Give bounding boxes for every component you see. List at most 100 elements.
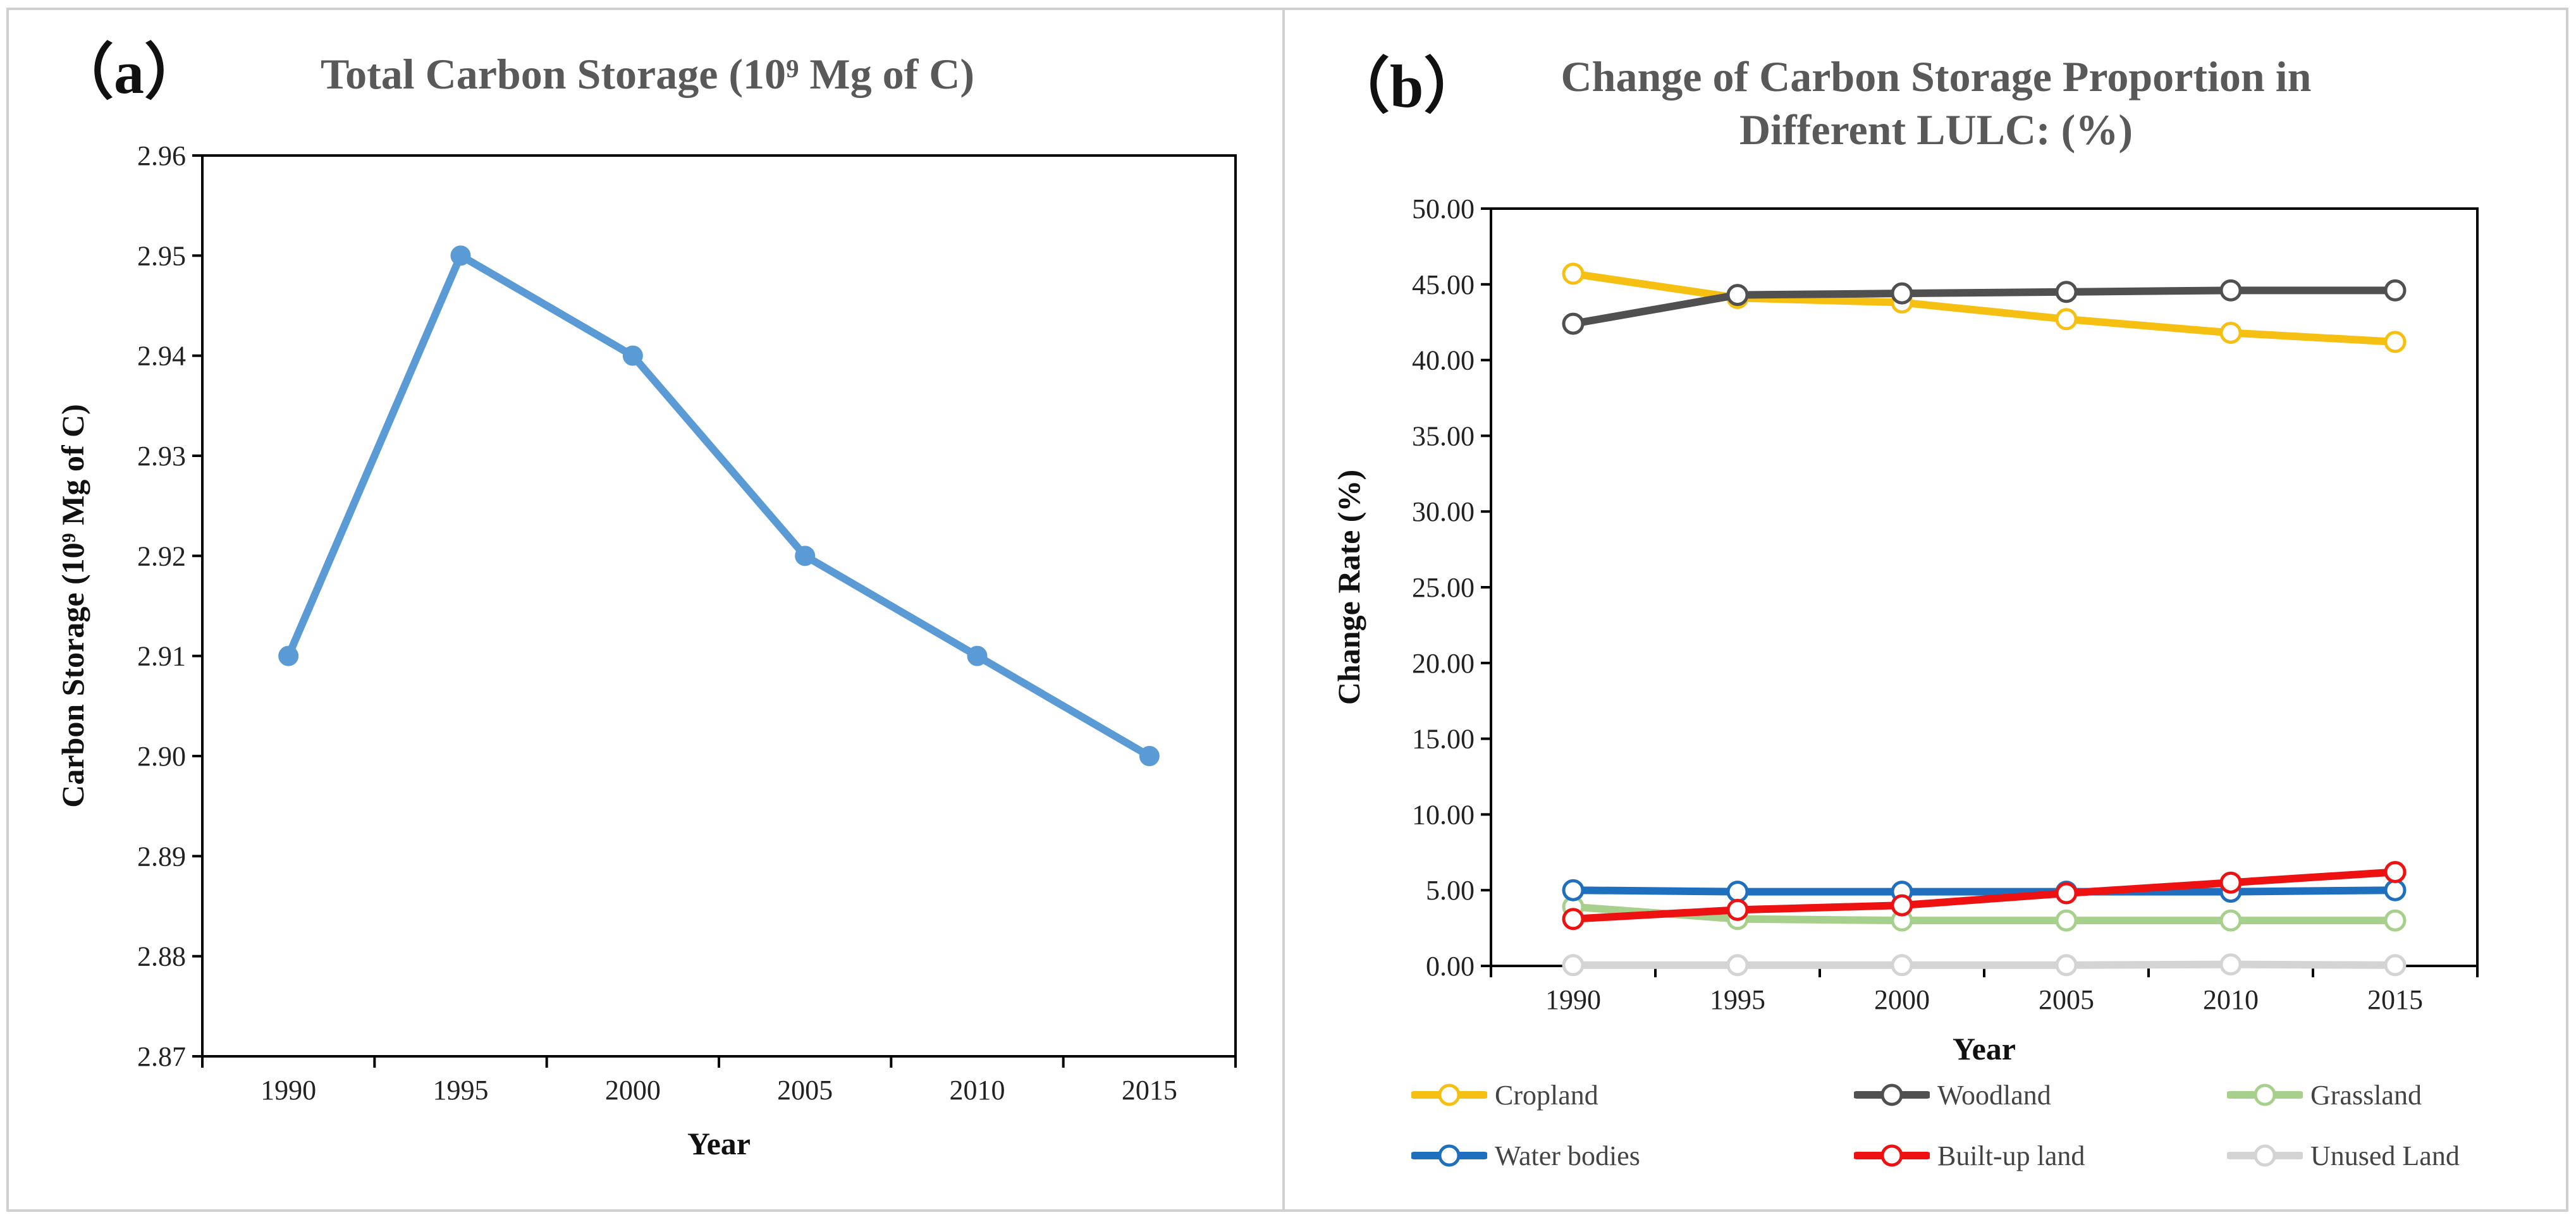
data-point-cropland <box>2219 321 2242 344</box>
data-point-unused-land <box>2219 953 2242 976</box>
series-line-built-up-land <box>1569 868 2399 923</box>
x-tick-label: 2000 <box>605 1075 661 1106</box>
panel-b: （b） Change of Carbon Storage Proportion … <box>1282 8 2568 1212</box>
y-tick-label: 2.88 <box>137 941 186 972</box>
series-line-grassland <box>1569 903 2399 925</box>
data-point-total-carbon-storage <box>278 645 299 666</box>
data-point-total-carbon-storage <box>622 345 643 366</box>
data-point-woodland <box>1891 282 1913 305</box>
data-point-unused-land <box>2384 954 2407 977</box>
series-line-total-carbon-storage <box>285 252 1153 760</box>
x-tick-label: 1995 <box>433 1075 489 1106</box>
data-point-cropland <box>2055 308 2078 331</box>
legend-item-water-bodies: Water bodies <box>1411 1137 1640 1175</box>
data-point-built-up-land <box>2219 871 2242 894</box>
data-point-unused-land <box>1562 954 1585 977</box>
data-point-cropland <box>1562 262 1585 285</box>
y-tick-label: 2.91 <box>137 641 186 672</box>
y-tick-label: 2.94 <box>137 341 186 372</box>
y-tick-label: 2.93 <box>137 441 186 472</box>
y-tick-label: 15.00 <box>1412 724 1475 755</box>
data-point-unused-land <box>2055 954 2078 977</box>
y-tick-label: 40.00 <box>1412 345 1475 376</box>
panel-a-label: （a） <box>53 39 205 106</box>
legend-label-unused-land: Unused Land <box>2310 1140 2460 1171</box>
legend-item-unused-land: Unused Land <box>2227 1137 2460 1175</box>
panel-a-title: Total Carbon Storage (10⁹ Mg of C) <box>320 50 974 98</box>
legend-swatch-woodland <box>1854 1084 1930 1106</box>
y-tick-label: 5.00 <box>1426 875 1475 906</box>
series-line-cropland <box>1569 270 2399 346</box>
legend-label-built-up-land: Built-up land <box>1937 1140 2085 1171</box>
y-tick-label: 45.00 <box>1412 269 1475 300</box>
data-point-total-carbon-storage <box>1139 746 1160 766</box>
data-point-woodland <box>1726 284 1749 307</box>
x-tick-label: 2015 <box>1122 1075 1177 1106</box>
y-tick-label: 50.00 <box>1412 193 1475 224</box>
y-tick-label: 2.96 <box>137 140 186 171</box>
data-point-built-up-land <box>2055 882 2078 905</box>
data-point-built-up-land <box>1726 898 1749 921</box>
data-point-built-up-land <box>1891 894 1913 917</box>
data-point-total-carbon-storage <box>967 645 988 666</box>
x-tick-label: 1990 <box>261 1075 316 1106</box>
x-tick-label: 2010 <box>950 1075 1005 1106</box>
data-point-woodland <box>2219 279 2242 302</box>
panel-b-title-line2: Different LULC: (%) <box>1739 106 2133 154</box>
panel-a: （a） Total Carbon Storage (10⁹ Mg of C) 2… <box>6 8 1286 1212</box>
y-tick-label: 35.00 <box>1412 420 1475 451</box>
data-point-grassland <box>2384 909 2407 932</box>
y-tick-label: 2.92 <box>137 540 186 571</box>
y-tick-label: 0.00 <box>1426 951 1475 982</box>
x-tick-label: 2010 <box>2203 984 2259 1015</box>
x-tick-label: 2015 <box>2367 984 2423 1015</box>
legend-label-cropland: Cropland <box>1495 1079 1598 1111</box>
legend-label-grassland: Grassland <box>2310 1079 2422 1111</box>
legend-item-grassland: Grassland <box>2227 1076 2422 1114</box>
data-point-built-up-land <box>1562 908 1585 931</box>
y-tick-label: 2.95 <box>137 240 186 271</box>
panel-b-legend: Cropland Woodland Grassland Water bodies Bui… <box>1285 10 2566 1209</box>
data-point-unused-land <box>1726 954 1749 977</box>
series-line-woodland <box>1569 286 2399 328</box>
panel-b-label: （b） <box>1329 52 1485 120</box>
y-tick-label: 25.00 <box>1412 572 1475 603</box>
x-axis-title: Year <box>1953 1031 2016 1066</box>
y-tick-label: 2.89 <box>137 841 186 872</box>
data-point-woodland <box>2055 281 2078 303</box>
panel-b-chart: 0.00 5.00 10.00 15.00 20.00 25.00 30.00 35.00 40… <box>1331 193 2479 1066</box>
y-tick-label: 30.00 <box>1412 496 1475 527</box>
data-point-woodland <box>1562 312 1585 335</box>
data-point-water-bodies <box>1562 879 1585 901</box>
data-point-unused-land <box>1891 954 1913 977</box>
legend-swatch-water-bodies <box>1411 1144 1487 1167</box>
series-line-water-bodies <box>1569 886 2399 896</box>
y-tick-label: 20.00 <box>1412 648 1475 679</box>
legend-swatch-cropland <box>1411 1084 1487 1106</box>
legend-item-built-up-land: Built-up land <box>1854 1137 2085 1175</box>
y-axis-title: Change Rate (%) <box>1331 470 1366 705</box>
legend-label-water-bodies: Water bodies <box>1495 1140 1640 1171</box>
legend-swatch-unused-land <box>2227 1144 2303 1167</box>
x-tick-label: 1995 <box>1710 984 1765 1015</box>
y-axis-title: Carbon Storage (10⁹ Mg of C) <box>55 404 90 808</box>
panel-a-chart: 2.87 2.88 2.89 2.90 2.91 2.92 2.93 2.94 2.95 2.96… <box>55 140 1237 1161</box>
legend-label-woodland: Woodland <box>1937 1079 2051 1111</box>
x-axis-title: Year <box>687 1126 751 1161</box>
legend-item-cropland: Cropland <box>1411 1076 1598 1114</box>
x-tick-label: 1990 <box>1545 984 1601 1015</box>
legend-swatch-grassland <box>2227 1084 2303 1106</box>
data-point-cropland <box>2384 331 2407 353</box>
x-tick-label: 2005 <box>2039 984 2094 1015</box>
y-tick-label: 10.00 <box>1412 799 1475 830</box>
data-point-total-carbon-storage <box>795 546 816 566</box>
data-point-grassland <box>2219 909 2242 932</box>
y-tick-label: 2.90 <box>137 741 186 772</box>
panel-b-title-line1: Change of Carbon Storage Proportion in <box>1561 52 2312 101</box>
plot-frame <box>201 154 1237 1058</box>
data-point-woodland <box>2384 279 2407 302</box>
x-tick-label: 2005 <box>777 1075 833 1106</box>
data-point-total-carbon-storage <box>450 245 471 266</box>
x-tick-label: 2000 <box>1874 984 1930 1015</box>
legend-swatch-built-up-land <box>1854 1144 1930 1167</box>
